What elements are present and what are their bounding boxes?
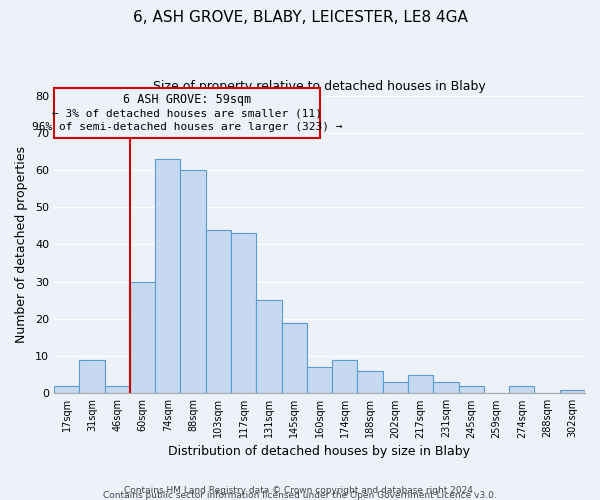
Bar — [256, 300, 281, 394]
Text: 96% of semi-detached houses are larger (323) →: 96% of semi-detached houses are larger (… — [32, 122, 342, 132]
Bar — [383, 382, 408, 394]
Bar — [155, 159, 181, 394]
Bar — [130, 282, 155, 394]
Bar — [560, 390, 585, 394]
Bar — [206, 230, 231, 394]
Text: ← 3% of detached houses are smaller (11): ← 3% of detached houses are smaller (11) — [52, 108, 322, 118]
Bar — [458, 386, 484, 394]
Bar — [104, 386, 130, 394]
Bar — [408, 374, 433, 394]
Text: 6, ASH GROVE, BLABY, LEICESTER, LE8 4GA: 6, ASH GROVE, BLABY, LEICESTER, LE8 4GA — [133, 10, 467, 25]
Bar — [281, 322, 307, 394]
Bar — [54, 386, 79, 394]
Bar — [231, 234, 256, 394]
Text: 6 ASH GROVE: 59sqm: 6 ASH GROVE: 59sqm — [122, 93, 251, 106]
Bar — [509, 386, 535, 394]
Text: Contains HM Land Registry data © Crown copyright and database right 2024.: Contains HM Land Registry data © Crown c… — [124, 486, 476, 495]
Title: Size of property relative to detached houses in Blaby: Size of property relative to detached ho… — [153, 80, 486, 93]
Bar — [433, 382, 458, 394]
Bar — [307, 368, 332, 394]
Text: Contains public sector information licensed under the Open Government Licence v3: Contains public sector information licen… — [103, 491, 497, 500]
Bar — [54, 88, 320, 138]
X-axis label: Distribution of detached houses by size in Blaby: Distribution of detached houses by size … — [169, 444, 470, 458]
Bar — [332, 360, 358, 394]
Bar — [181, 170, 206, 394]
Bar — [358, 371, 383, 394]
Bar — [79, 360, 104, 394]
Y-axis label: Number of detached properties: Number of detached properties — [15, 146, 28, 343]
